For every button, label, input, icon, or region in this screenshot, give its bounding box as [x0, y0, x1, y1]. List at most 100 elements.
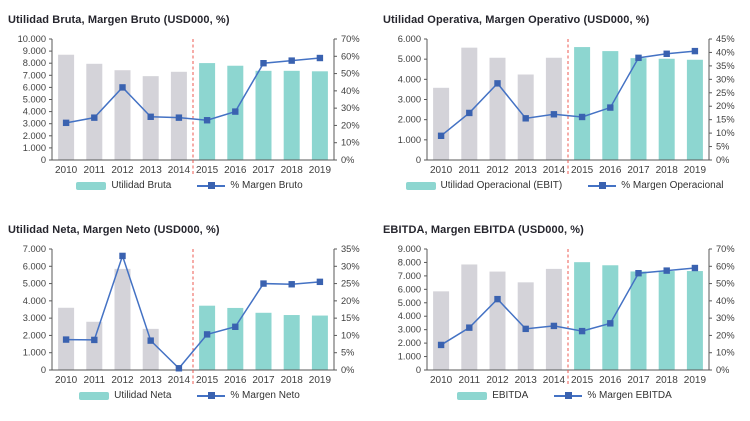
legend-item-line: % Margen Bruto — [197, 180, 303, 191]
chart-utilidad-bruta: Utilidad Bruta, Margen Bruto (USD000, %)… — [0, 0, 375, 210]
bar — [114, 268, 131, 370]
svg-text:8.000: 8.000 — [398, 257, 421, 267]
marker — [691, 47, 699, 55]
chart-utilidad-operativa: Utilidad Operativa, Margen Operativo (US… — [375, 0, 750, 210]
bar — [489, 271, 506, 370]
svg-text:2012: 2012 — [486, 375, 509, 386]
svg-text:3.000: 3.000 — [23, 119, 46, 129]
svg-text:0: 0 — [416, 155, 421, 165]
chart-title: Utilidad Bruta, Margen Bruto (USD000, %) — [8, 14, 230, 26]
plot-area: 10.000 9.000 8.000 7.000 6.000 5.000 4.000 3.00… — [18, 34, 360, 176]
bar — [461, 47, 478, 161]
svg-text:2015: 2015 — [196, 375, 219, 386]
svg-text:0: 0 — [41, 155, 46, 165]
svg-text:4.000: 4.000 — [23, 296, 46, 306]
svg-text:2015: 2015 — [571, 165, 594, 176]
svg-text:5.000: 5.000 — [23, 95, 46, 105]
svg-text:15%: 15% — [716, 115, 735, 125]
svg-text:2015: 2015 — [196, 165, 219, 176]
legend-item-bar: Utilidad Bruta — [76, 180, 171, 191]
svg-text:5.000: 5.000 — [398, 298, 421, 308]
bar — [630, 58, 647, 160]
svg-text:4.000: 4.000 — [398, 74, 421, 84]
chart-legend: Utilidad Neta % Margen Neto — [8, 390, 371, 401]
svg-text:35%: 35% — [716, 61, 735, 71]
svg-text:10%: 10% — [716, 128, 735, 138]
chart-ebitda: EBITDA, Margen EBITDA (USD000, %) 9.000 8… — [375, 210, 750, 421]
svg-text:2010: 2010 — [55, 165, 78, 176]
marker — [62, 119, 70, 127]
marker — [607, 320, 614, 327]
svg-text:5%: 5% — [341, 348, 354, 358]
bar — [227, 307, 244, 370]
bar — [114, 70, 131, 160]
svg-text:3.000: 3.000 — [398, 325, 421, 335]
svg-text:5.000: 5.000 — [23, 279, 46, 289]
line-series — [62, 54, 324, 127]
bar — [602, 265, 619, 370]
marker — [62, 336, 70, 343]
svg-text:50%: 50% — [716, 279, 735, 289]
svg-text:7.000: 7.000 — [398, 271, 421, 281]
bar — [461, 264, 478, 370]
svg-text:0: 0 — [41, 365, 46, 375]
bar — [545, 268, 562, 370]
svg-text:10%: 10% — [341, 138, 360, 148]
bar — [86, 63, 103, 160]
legend-item-bar: Utilidad Operacional (EBIT) — [405, 180, 562, 191]
legend-item-line: % Margen Neto — [197, 390, 300, 401]
svg-text:2010: 2010 — [430, 375, 453, 386]
svg-text:45%: 45% — [716, 34, 735, 44]
legend-item-bar: Utilidad Neta — [79, 390, 171, 401]
legend-line-label: % Margen Operacional — [621, 180, 724, 191]
bar-series-swatch — [405, 181, 436, 190]
bar-series-swatch — [79, 391, 110, 400]
line-marker-icon — [207, 182, 215, 189]
bar-series-swatch — [457, 391, 488, 400]
svg-text:2014: 2014 — [168, 165, 191, 176]
bar — [283, 70, 300, 160]
right-axis: 45% 40% 35% 30% 25% 20% 15% 10% 5% 0% — [708, 34, 735, 165]
bar — [630, 271, 647, 370]
bars — [433, 262, 703, 370]
svg-text:2010: 2010 — [55, 375, 78, 386]
marker — [288, 57, 295, 64]
marker — [494, 80, 501, 87]
legend-item-bar: EBITDA — [457, 390, 528, 401]
bar — [86, 321, 103, 370]
svg-text:2017: 2017 — [627, 375, 650, 386]
svg-text:2013: 2013 — [140, 375, 163, 386]
svg-text:25%: 25% — [716, 88, 735, 98]
bars — [433, 47, 703, 161]
legend-item-line: % Margen EBITDA — [554, 390, 672, 401]
svg-text:8.000: 8.000 — [23, 58, 46, 68]
bar — [199, 305, 216, 370]
svg-text:60%: 60% — [716, 261, 735, 271]
bar — [686, 59, 703, 160]
marker — [550, 111, 558, 118]
svg-text:2016: 2016 — [599, 165, 622, 176]
svg-text:6.000: 6.000 — [23, 261, 46, 271]
svg-text:40%: 40% — [716, 47, 735, 57]
svg-text:6.000: 6.000 — [398, 284, 421, 294]
svg-text:1.000: 1.000 — [398, 352, 421, 362]
marker — [175, 365, 183, 372]
svg-text:0%: 0% — [341, 155, 354, 165]
chart-title: Utilidad Operativa, Margen Operativo (US… — [383, 14, 650, 26]
svg-text:2017: 2017 — [627, 165, 650, 176]
line-marker-icon — [207, 392, 215, 399]
chart-utilidad-neta: Utilidad Neta, Margen Neto (USD000, %) 7… — [0, 210, 375, 421]
marker — [91, 114, 98, 121]
svg-text:2013: 2013 — [515, 165, 538, 176]
svg-text:2.000: 2.000 — [398, 115, 421, 125]
bar — [433, 87, 450, 160]
marker — [635, 270, 642, 277]
marker — [522, 325, 529, 333]
marker — [578, 113, 586, 121]
svg-text:2019: 2019 — [309, 375, 332, 386]
x-axis: 2010 2011 2012 2013 2014 2015 2016 2017 2018 2019 — [427, 159, 709, 176]
svg-text:2.000: 2.000 — [23, 330, 46, 340]
svg-text:2013: 2013 — [140, 165, 163, 176]
svg-text:4.000: 4.000 — [398, 311, 421, 321]
line-series-swatch — [554, 391, 583, 400]
